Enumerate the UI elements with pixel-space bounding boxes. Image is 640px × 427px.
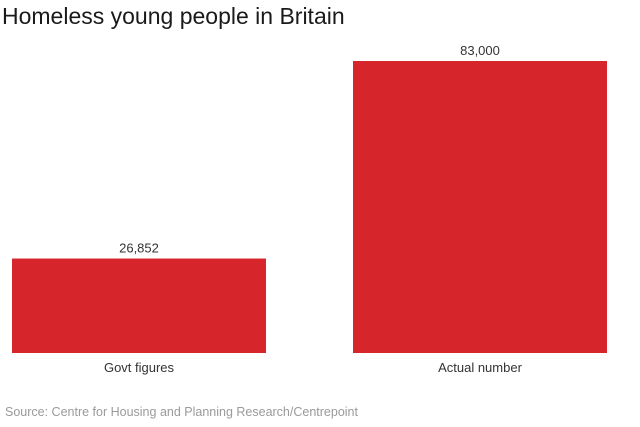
bar-actual-number [353, 61, 607, 353]
category-label: Actual number [438, 360, 522, 375]
chart-title: Homeless young people in Britain [2, 3, 345, 29]
bar-value-label: 83,000 [460, 43, 500, 58]
bar-govt-figures [12, 258, 266, 353]
bar-value-label: 26,852 [119, 241, 159, 256]
source-note: Source: Centre for Housing and Planning … [5, 405, 358, 419]
category-label: Govt figures [104, 360, 175, 375]
